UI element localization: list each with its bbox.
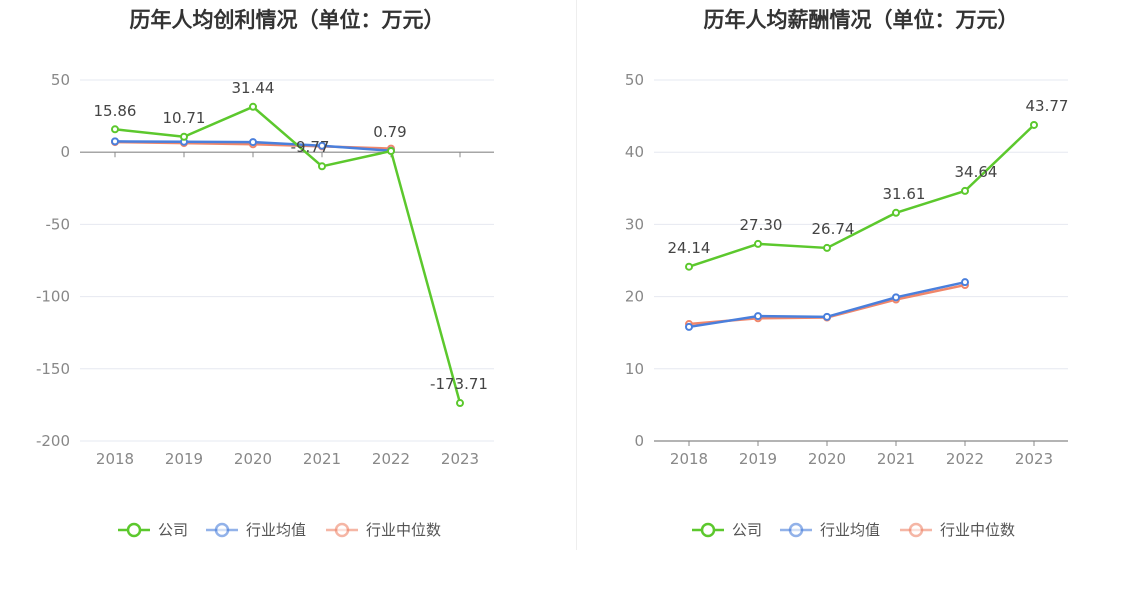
legend-item[interactable]: 行业中位数 <box>326 521 441 539</box>
y-tick-label: -100 <box>36 288 70 306</box>
data-point <box>754 312 762 321</box>
x-tick-label: 2023 <box>441 450 479 468</box>
x-tick-label: 2023 <box>1015 450 1053 468</box>
legend-item[interactable]: 行业均值 <box>780 521 880 539</box>
x-tick-label: 2022 <box>946 450 984 468</box>
y-tick-label: 20 <box>625 288 644 306</box>
data-point <box>685 322 693 331</box>
legend-item[interactable]: 公司 <box>692 521 762 539</box>
data-point <box>387 147 395 156</box>
legend-marker <box>788 522 804 538</box>
data-point <box>754 239 762 248</box>
legend-label: 行业中位数 <box>366 521 441 539</box>
data-point <box>892 293 900 302</box>
x-tick-label: 2021 <box>303 450 341 468</box>
data-point <box>180 132 188 141</box>
y-tick-label: -200 <box>36 432 70 450</box>
data-label: -173.71 <box>430 375 488 393</box>
data-label: 31.44 <box>232 79 275 97</box>
legend-label: 行业均值 <box>820 521 880 539</box>
data-label: 26.74 <box>812 220 855 238</box>
x-tick-label: 2022 <box>372 450 410 468</box>
data-label: 15.86 <box>94 102 137 120</box>
y-tick-label: 50 <box>51 71 70 89</box>
profit-plot: 50 0 -50 -100 -150 -200 2018 2019 2020 2021 2022 20… <box>36 71 494 539</box>
legend-marker <box>214 522 230 538</box>
data-point <box>961 186 969 195</box>
y-tick-label: 50 <box>625 71 644 89</box>
data-point <box>318 141 326 150</box>
data-point <box>823 243 831 252</box>
legend-marker <box>334 522 350 538</box>
series-line-0 <box>688 124 1035 268</box>
legend-item[interactable]: 行业均值 <box>206 521 306 539</box>
y-tick-label: 0 <box>60 143 70 161</box>
legend-label: 行业中位数 <box>940 521 1015 539</box>
data-point <box>823 312 831 321</box>
x-tick-label: 2021 <box>877 450 915 468</box>
data-point <box>456 399 464 408</box>
data-label: 31.61 <box>883 185 926 203</box>
data-point <box>111 137 119 146</box>
profit-per-capita-chart: 历年人均创利情况（单位：万元） 50 0 -50 -100 -150 -200 2018 20… <box>36 8 494 539</box>
salary-plot: 50 40 30 20 10 0 2018 2019 2020 2021 2022 2023 24.14… <box>625 71 1069 539</box>
data-point <box>1030 120 1038 129</box>
legend-item[interactable]: 行业中位数 <box>900 521 1015 539</box>
data-point <box>961 278 969 287</box>
legend-label: 公司 <box>732 521 762 539</box>
legend-label: 公司 <box>158 521 188 539</box>
x-tick-label: 2018 <box>670 450 708 468</box>
chart-title: 历年人均创利情况（单位：万元） <box>129 8 445 32</box>
legend-marker <box>126 522 142 538</box>
salary-per-capita-chart: 历年人均薪酬情况（单位：万元） 50 40 30 20 10 0 2018 2019 2020 2… <box>574 0 1148 589</box>
data-point <box>892 208 900 217</box>
y-tick-label: 40 <box>625 143 644 161</box>
data-point <box>318 162 326 171</box>
legend-label: 行业均值 <box>246 521 306 539</box>
series-line-0 <box>114 105 462 404</box>
chart-title: 历年人均薪酬情况（单位：万元） <box>703 8 1019 32</box>
data-label: -9.77 <box>291 138 330 156</box>
data-label: 43.77 <box>1026 97 1069 115</box>
y-tick-label: 30 <box>625 215 644 233</box>
y-tick-label: -150 <box>36 360 70 378</box>
y-tick-label: -50 <box>46 215 71 233</box>
data-label: 27.30 <box>740 216 783 234</box>
data-point <box>111 125 119 134</box>
legend-marker <box>908 522 924 538</box>
data-point <box>249 102 257 111</box>
panel-divider <box>576 0 577 550</box>
data-label: 0.79 <box>373 123 406 141</box>
x-tick-label: 2019 <box>739 450 777 468</box>
data-label: 34.64 <box>955 163 998 181</box>
x-tick-label: 2020 <box>808 450 846 468</box>
legend-marker <box>700 522 716 538</box>
y-tick-label: 0 <box>634 432 644 450</box>
data-point <box>249 138 257 147</box>
y-tick-label: 10 <box>625 360 644 378</box>
data-label: 10.71 <box>163 109 206 127</box>
legend-item[interactable]: 公司 <box>118 521 188 539</box>
x-tick-label: 2018 <box>96 450 134 468</box>
x-tick-label: 2020 <box>234 450 272 468</box>
data-label: 24.14 <box>668 239 711 257</box>
data-point <box>685 262 693 271</box>
x-tick-label: 2019 <box>165 450 203 468</box>
